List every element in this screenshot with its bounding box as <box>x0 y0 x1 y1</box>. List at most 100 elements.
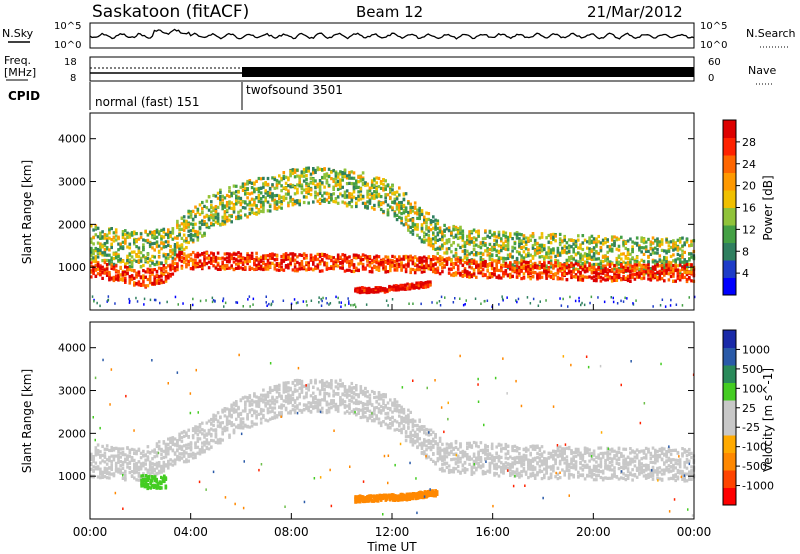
velocity-cell <box>167 442 170 446</box>
power-cell <box>148 268 152 272</box>
power-cell <box>259 200 263 204</box>
velocity-cell <box>103 475 107 479</box>
power-cell <box>230 257 233 261</box>
power-cell <box>223 264 227 268</box>
power-cell <box>601 264 605 268</box>
power-cell <box>586 256 589 260</box>
power-cell <box>334 177 338 181</box>
power-cell <box>352 253 356 257</box>
velocity-cell <box>169 462 172 466</box>
power-cell <box>199 299 202 303</box>
power-cell <box>133 283 136 287</box>
power-cell <box>130 233 134 237</box>
power-cell <box>155 269 159 273</box>
power-cell <box>390 287 394 291</box>
power-cell <box>612 296 614 300</box>
power-cell <box>137 246 141 250</box>
power-cell <box>370 290 373 294</box>
velocity-cell <box>126 446 129 450</box>
power-cell <box>398 215 401 219</box>
power-cell <box>318 261 322 266</box>
power-cell <box>264 189 267 193</box>
power-cell <box>248 192 252 196</box>
power-cell <box>321 181 324 185</box>
power-cell <box>445 257 449 261</box>
power-cell <box>341 258 344 262</box>
power-cell <box>420 302 422 306</box>
power-cell <box>330 177 333 181</box>
power-cell <box>128 301 131 304</box>
power-cell <box>654 246 657 250</box>
power-cell <box>248 259 252 263</box>
velocity-cell <box>203 441 206 445</box>
power-cell <box>644 266 648 270</box>
velocity-cell <box>144 462 147 466</box>
power-cell <box>472 268 476 272</box>
power-cell <box>241 206 245 210</box>
power-cell <box>332 264 335 268</box>
power-cell <box>259 197 263 201</box>
power-cell <box>669 245 673 250</box>
power-cell <box>681 304 684 307</box>
velocity-cell <box>187 435 190 439</box>
power-cell <box>620 278 623 282</box>
velocity-cell <box>103 466 107 470</box>
power-cell <box>105 267 109 271</box>
velocity-cell <box>201 448 204 452</box>
power-cell <box>212 259 215 263</box>
power-cell <box>515 299 517 302</box>
power-cell <box>379 201 383 206</box>
power-cell <box>583 267 587 271</box>
power-cell <box>94 258 98 262</box>
power-cell <box>613 241 616 245</box>
power-cell <box>423 231 426 235</box>
velocity-cell <box>128 454 132 458</box>
velocity-cell <box>128 451 132 455</box>
power-cell <box>393 260 397 264</box>
velocity-cell <box>117 449 120 454</box>
power-cell <box>502 270 505 274</box>
power-cell <box>298 262 301 266</box>
power-cell <box>255 187 258 191</box>
power-cell <box>563 236 566 240</box>
power-cell <box>332 187 335 191</box>
power-cell <box>468 271 471 275</box>
velocity-cell <box>162 469 166 473</box>
power-cell <box>296 191 299 195</box>
power-cell <box>402 208 406 212</box>
velocity-cell <box>99 472 102 476</box>
power-cell <box>307 201 310 205</box>
power-cell <box>486 299 489 302</box>
power-cell <box>522 266 526 270</box>
power-cell <box>230 214 233 219</box>
power-cell <box>445 262 449 266</box>
power-cell <box>420 223 424 227</box>
power-cell <box>620 265 623 269</box>
power-cell <box>452 272 455 276</box>
power-cell <box>610 267 614 271</box>
power-cell <box>210 206 213 210</box>
power-cell <box>176 223 179 227</box>
power-cell <box>302 256 306 260</box>
power-cell <box>219 198 222 202</box>
power-cell <box>278 264 281 268</box>
power-cell <box>669 240 673 244</box>
power-cell <box>529 302 532 305</box>
power-cell <box>642 238 646 242</box>
power-cell <box>382 260 385 264</box>
power-cell <box>470 237 474 241</box>
velocity-cell <box>155 451 159 455</box>
power-cell <box>556 249 560 253</box>
power-cell <box>651 248 655 252</box>
velocity-cell <box>148 460 152 464</box>
power-cell <box>210 259 213 263</box>
power-cell <box>409 225 412 229</box>
power-cell <box>146 256 150 260</box>
power-cell <box>381 286 384 291</box>
power-cell <box>393 200 397 204</box>
power-cell <box>142 238 145 242</box>
power-cell <box>626 239 630 243</box>
power-cell <box>282 175 286 179</box>
power-ylabel: Slant Range [km] <box>20 160 34 264</box>
power-cell <box>323 262 326 266</box>
